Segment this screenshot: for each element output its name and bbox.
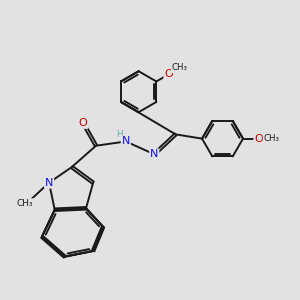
Text: CH₃: CH₃ bbox=[172, 64, 188, 73]
Text: H: H bbox=[116, 130, 123, 139]
Text: N: N bbox=[122, 136, 130, 146]
Text: CH₃: CH₃ bbox=[16, 199, 33, 208]
Text: CH₃: CH₃ bbox=[263, 134, 279, 143]
Text: O: O bbox=[254, 134, 263, 144]
Text: N: N bbox=[45, 178, 53, 188]
Text: N: N bbox=[150, 149, 158, 159]
Text: O: O bbox=[164, 69, 173, 80]
Text: O: O bbox=[79, 118, 88, 128]
